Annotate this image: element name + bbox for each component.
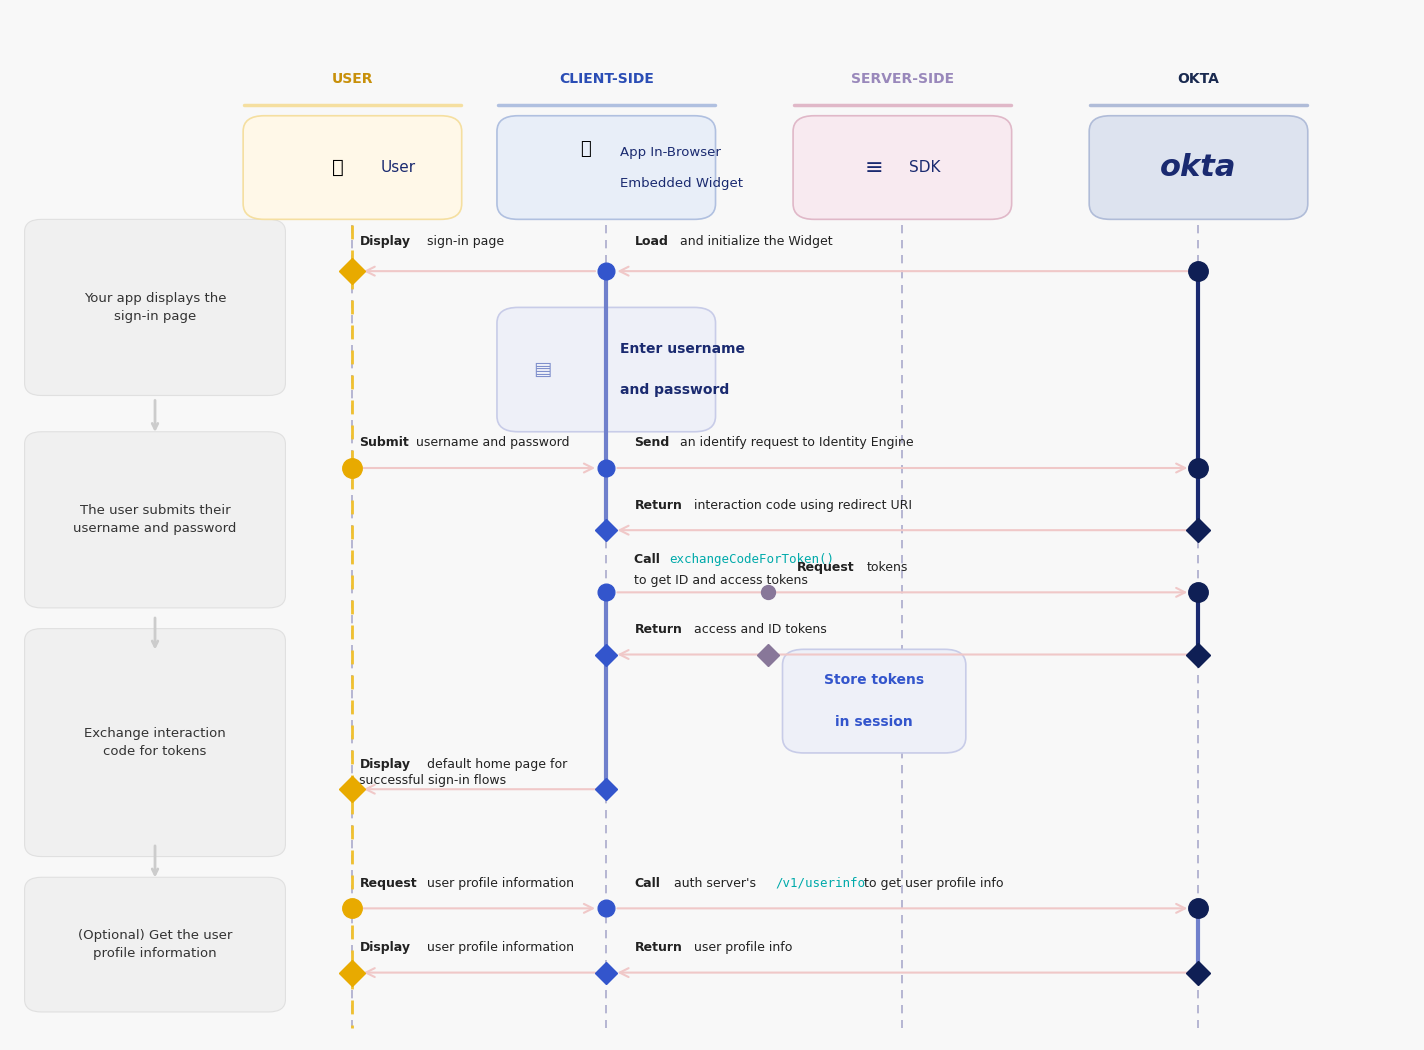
- Text: Return: Return: [635, 623, 682, 636]
- Text: SDK: SDK: [910, 160, 941, 175]
- FancyBboxPatch shape: [24, 629, 285, 857]
- Text: Display: Display: [359, 757, 410, 771]
- Text: Call: Call: [635, 553, 665, 566]
- Text: Send: Send: [635, 437, 669, 449]
- Text: exchangeCodeForToken(): exchangeCodeForToken(): [669, 553, 834, 566]
- Text: 🌐: 🌐: [580, 140, 591, 158]
- Text: Your app displays the
sign-in page: Your app displays the sign-in page: [84, 292, 226, 323]
- FancyBboxPatch shape: [783, 649, 965, 753]
- Text: user profile information: user profile information: [427, 941, 574, 954]
- FancyBboxPatch shape: [24, 219, 285, 396]
- Text: auth server's: auth server's: [669, 877, 759, 889]
- FancyBboxPatch shape: [497, 116, 715, 219]
- Text: ≡: ≡: [864, 158, 883, 177]
- Text: ▤: ▤: [534, 360, 553, 379]
- Text: interaction code using redirect URI: interaction code using redirect URI: [693, 499, 911, 511]
- Text: /v1/userinfo: /v1/userinfo: [776, 877, 866, 889]
- Text: Request: Request: [796, 561, 854, 573]
- Text: and password: and password: [621, 383, 729, 397]
- Text: an identify request to Identity Engine: an identify request to Identity Engine: [679, 437, 913, 449]
- Text: access and ID tokens: access and ID tokens: [693, 623, 826, 636]
- Text: Enter username: Enter username: [621, 342, 745, 356]
- Text: Exchange interaction
code for tokens: Exchange interaction code for tokens: [84, 727, 226, 758]
- Text: The user submits their
username and password: The user submits their username and pass…: [73, 504, 236, 536]
- Text: to get user profile info: to get user profile info: [860, 877, 1004, 889]
- Text: Call: Call: [635, 877, 661, 889]
- Text: Embedded Widget: Embedded Widget: [621, 176, 743, 190]
- FancyBboxPatch shape: [24, 432, 285, 608]
- Text: default home page for: default home page for: [427, 757, 567, 771]
- Text: and initialize the Widget: and initialize the Widget: [679, 235, 832, 249]
- Text: 👤: 👤: [332, 159, 345, 177]
- FancyBboxPatch shape: [244, 116, 461, 219]
- Text: App In-Browser: App In-Browser: [621, 146, 721, 159]
- Text: Display: Display: [359, 235, 410, 249]
- Text: Display: Display: [359, 941, 410, 954]
- FancyBboxPatch shape: [793, 116, 1011, 219]
- Text: in session: in session: [836, 715, 913, 729]
- Text: SERVER-SIDE: SERVER-SIDE: [850, 72, 954, 86]
- Text: Return: Return: [635, 499, 682, 511]
- Text: username and password: username and password: [416, 437, 570, 449]
- Text: user profile info: user profile info: [693, 941, 792, 954]
- Text: User: User: [380, 160, 416, 175]
- FancyBboxPatch shape: [24, 878, 285, 1012]
- Text: Submit: Submit: [359, 437, 409, 449]
- Text: Load: Load: [635, 235, 668, 249]
- Text: tokens: tokens: [867, 561, 909, 573]
- Text: Request: Request: [359, 877, 417, 889]
- Text: USER: USER: [332, 72, 373, 86]
- Text: user profile information: user profile information: [427, 877, 574, 889]
- Text: okta: okta: [1161, 153, 1236, 182]
- Text: CLIENT-SIDE: CLIENT-SIDE: [558, 72, 654, 86]
- FancyBboxPatch shape: [1089, 116, 1307, 219]
- Text: sign-in page: sign-in page: [427, 235, 504, 249]
- Text: OKTA: OKTA: [1178, 72, 1219, 86]
- Text: Return: Return: [635, 941, 682, 954]
- Text: successful sign-in flows: successful sign-in flows: [359, 774, 507, 788]
- FancyBboxPatch shape: [497, 308, 715, 432]
- Text: to get ID and access tokens: to get ID and access tokens: [635, 574, 809, 587]
- Text: (Optional) Get the user
profile information: (Optional) Get the user profile informat…: [78, 929, 232, 960]
- Text: Store tokens: Store tokens: [824, 673, 924, 688]
